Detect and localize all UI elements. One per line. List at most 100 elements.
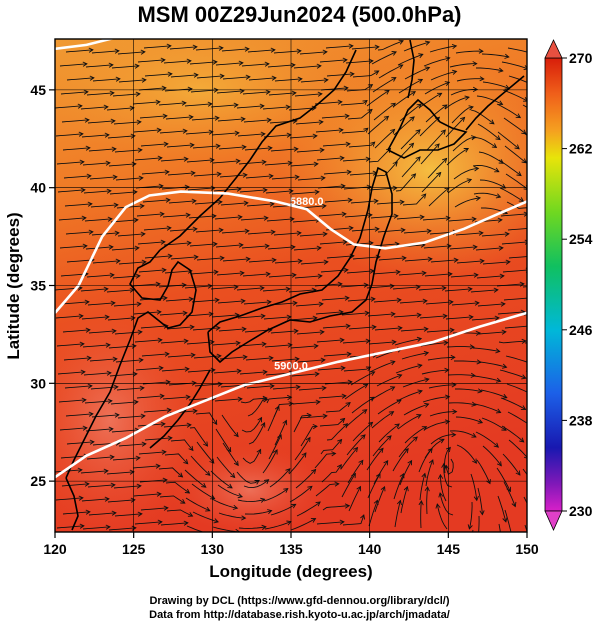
streamline-arrowhead (215, 143, 221, 149)
streamline (211, 314, 239, 318)
streamline-arrowhead (271, 75, 277, 81)
streamline (190, 89, 218, 93)
streamline-arrowhead (166, 43, 172, 49)
streamline-arrowhead (112, 174, 118, 180)
streamline-arrowhead (498, 245, 504, 251)
streamline-arrowhead (103, 104, 109, 110)
streamline-arrowhead (265, 271, 271, 277)
streamline-arrowhead (342, 57, 348, 63)
streamline-arrowhead (156, 127, 162, 133)
streamline (400, 328, 428, 332)
streamline-arrowhead (475, 195, 482, 201)
streamline (140, 507, 168, 511)
streamline-arrowhead (400, 227, 406, 233)
streamline (325, 45, 353, 49)
streamline-arrowhead (469, 344, 475, 350)
streamline-arrowhead (103, 468, 109, 474)
streamline (107, 317, 135, 321)
streamline (196, 75, 224, 79)
streamline-arrowhead (107, 216, 113, 222)
streamline (374, 486, 386, 513)
streamline-arrowhead (380, 485, 386, 492)
streamline-arrowhead (291, 503, 297, 509)
streamline-arrowhead (277, 434, 282, 440)
streamline (184, 285, 212, 289)
streamline (61, 119, 89, 123)
credit-drawing: Drawing by DCL (https://www.gfd-dennou.o… (149, 595, 450, 607)
streamline (394, 500, 401, 528)
streamline-arrowhead (290, 62, 296, 68)
streamline-arrowhead (321, 385, 327, 391)
streamline (217, 118, 245, 122)
streamline (84, 400, 112, 404)
streamline (326, 423, 348, 441)
streamline-arrowhead (370, 141, 376, 147)
streamline-arrowhead (401, 255, 407, 261)
streamline-arrowhead (467, 286, 473, 292)
streamline (496, 467, 511, 492)
streamline-arrowhead (495, 135, 501, 141)
streamline (167, 354, 195, 358)
streamline-arrowhead (166, 407, 172, 413)
streamline (262, 449, 278, 474)
streamline (474, 403, 501, 413)
streamline (300, 425, 318, 447)
streamline (159, 495, 186, 504)
streamline (447, 179, 472, 194)
streamline-arrowhead (161, 267, 167, 273)
streamline (246, 385, 274, 389)
streamline (479, 179, 506, 189)
warm-anomaly-southwest (55, 300, 200, 532)
streamline-arrowhead (314, 371, 320, 377)
streamline-arrowhead (498, 67, 504, 73)
y-axis-label: Latitude (degrees) (4, 212, 23, 359)
coast-japan (207, 166, 393, 364)
streamline (170, 256, 198, 260)
streamline (212, 160, 240, 164)
streamline-arrowhead (338, 127, 344, 133)
streamline-arrowhead (264, 61, 270, 67)
streamline (455, 50, 483, 54)
streamline (64, 203, 92, 207)
streamline (378, 423, 400, 443)
streamline (288, 452, 307, 475)
streamline (342, 158, 370, 162)
streamline (83, 190, 111, 194)
streamline-arrowhead (167, 253, 173, 259)
streamline-arrowhead (307, 485, 313, 491)
streamline-arrowhead (345, 141, 351, 147)
streamline (315, 129, 343, 133)
streamline (499, 187, 524, 202)
streamline (480, 389, 507, 399)
streamline-arrowhead (373, 198, 379, 204)
streamline-arrowhead (87, 201, 93, 207)
x-axis-ticks: 120 125 130 135 140 145 150 (43, 532, 539, 557)
streamline-arrowhead (188, 445, 194, 452)
streamline-arrowhead (236, 368, 242, 374)
streamline (143, 227, 171, 231)
coast-hokkaido (387, 98, 468, 159)
streamline-arrowhead (473, 272, 479, 278)
streamline (55, 497, 83, 501)
streamline (378, 64, 403, 79)
streamline (419, 116, 440, 137)
streamline-arrowhead (259, 103, 265, 109)
cool-anomaly-northwest (55, 39, 360, 160)
streamline-arrowhead (296, 230, 302, 236)
streamline (215, 62, 243, 66)
streamline-arrowhead (155, 463, 161, 469)
streamline-arrowhead (540, 502, 544, 507)
streamline-arrowhead (443, 340, 449, 346)
streamline (81, 316, 109, 320)
streamline-arrowhead (368, 58, 374, 64)
coast-sakhalin (407, 39, 415, 99)
streamline-arrowhead (177, 472, 184, 478)
streamline (522, 468, 527, 476)
streamline-arrowhead (112, 356, 118, 362)
streamline (118, 443, 146, 447)
streamline (502, 89, 527, 102)
streamline (403, 403, 429, 416)
x-tick-label: 145 (437, 541, 461, 557)
streamline (452, 136, 476, 152)
streamline-arrowhead (290, 244, 296, 250)
